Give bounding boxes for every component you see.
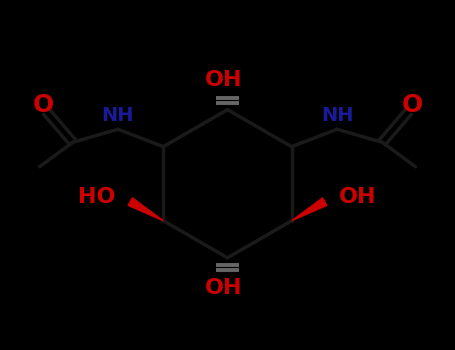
Text: OH: OH [204,70,242,90]
Text: NH: NH [101,106,133,125]
Text: HO: HO [78,187,116,207]
Text: NH: NH [322,106,354,125]
Text: OH: OH [339,187,377,207]
Text: O: O [401,93,423,117]
Polygon shape [128,198,163,221]
Text: O: O [32,93,54,117]
Text: OH: OH [204,278,242,298]
Polygon shape [292,198,327,221]
